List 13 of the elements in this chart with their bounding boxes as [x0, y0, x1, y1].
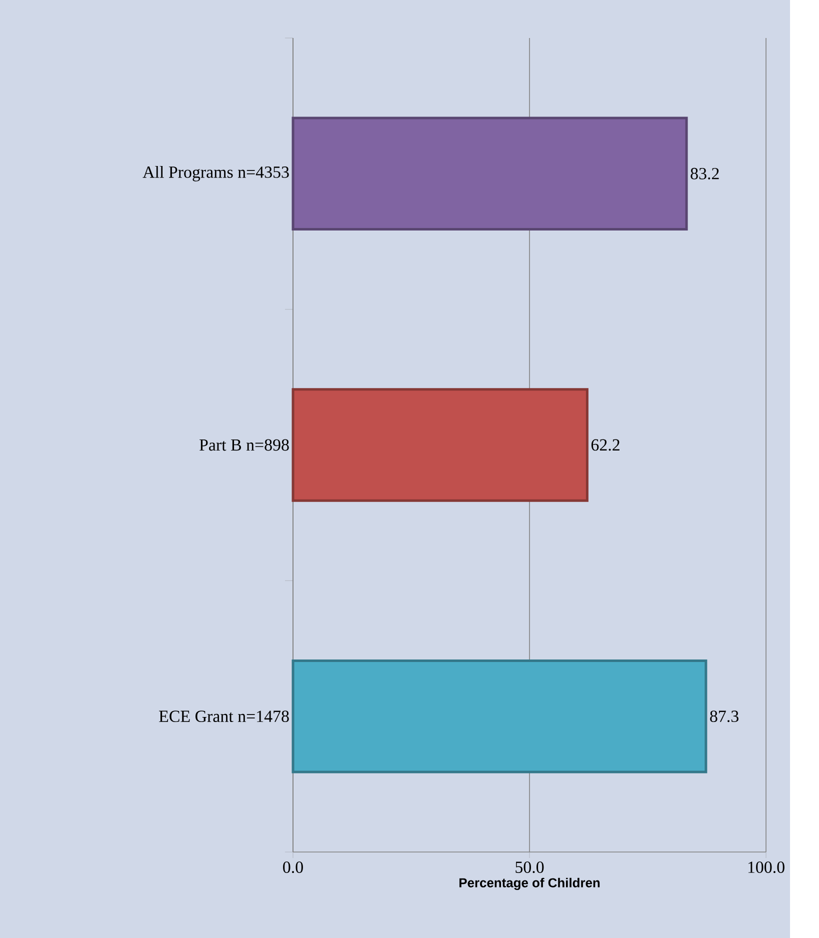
y-tick-label: All Programs n=4353 [142, 166, 289, 182]
bar [292, 388, 588, 502]
bar [292, 659, 708, 774]
data-label: 87.3 [710, 710, 738, 722]
data-label: 83.2 [690, 168, 719, 180]
y-tick-label: Part B n=898 [199, 439, 289, 451]
x-tick-label: 50.0 [516, 862, 544, 874]
x-tick-label: 100.0 [748, 862, 784, 874]
data-label: 62.2 [591, 439, 620, 451]
bar [292, 116, 688, 231]
x-tick-label: 0.0 [283, 862, 303, 874]
y-tick-label: ECE Grant n=1478 [159, 710, 289, 722]
x-axis-title: Percentage of Children [459, 878, 600, 890]
